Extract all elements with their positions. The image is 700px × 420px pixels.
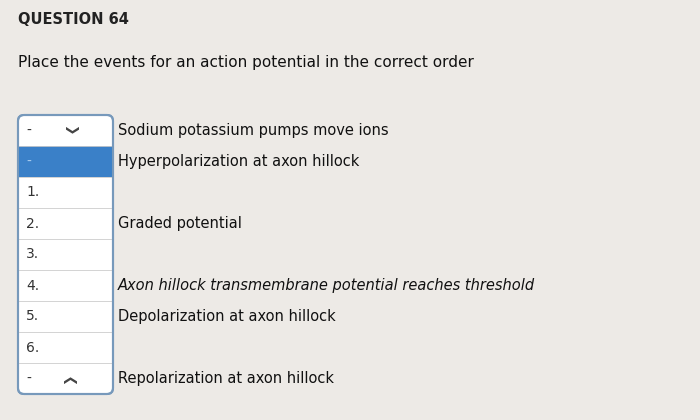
Text: 6.: 6. xyxy=(26,341,39,354)
Text: 1.: 1. xyxy=(26,186,39,200)
Text: Graded potential: Graded potential xyxy=(118,216,242,231)
Text: -: - xyxy=(26,155,31,168)
Bar xyxy=(18,146,113,177)
Text: ❯: ❯ xyxy=(64,125,76,136)
Text: 5.: 5. xyxy=(26,310,39,323)
Text: Place the events for an action potential in the correct order: Place the events for an action potential… xyxy=(18,55,474,70)
Text: Sodium potassium pumps move ions: Sodium potassium pumps move ions xyxy=(118,123,388,138)
Text: -: - xyxy=(26,123,31,137)
Text: Repolarization at axon hillock: Repolarization at axon hillock xyxy=(118,371,334,386)
Text: 4.: 4. xyxy=(26,278,39,292)
Text: QUESTION 64: QUESTION 64 xyxy=(18,12,129,27)
Text: Hyperpolarization at axon hillock: Hyperpolarization at axon hillock xyxy=(118,154,359,169)
Text: 3.: 3. xyxy=(26,247,39,262)
FancyBboxPatch shape xyxy=(18,115,113,394)
Text: Axon hillock transmembrane potential reaches threshold: Axon hillock transmembrane potential rea… xyxy=(118,278,535,293)
Text: -: - xyxy=(26,372,31,386)
Text: 2.: 2. xyxy=(26,216,39,231)
Text: Depolarization at axon hillock: Depolarization at axon hillock xyxy=(118,309,336,324)
Text: ❯: ❯ xyxy=(64,373,76,384)
